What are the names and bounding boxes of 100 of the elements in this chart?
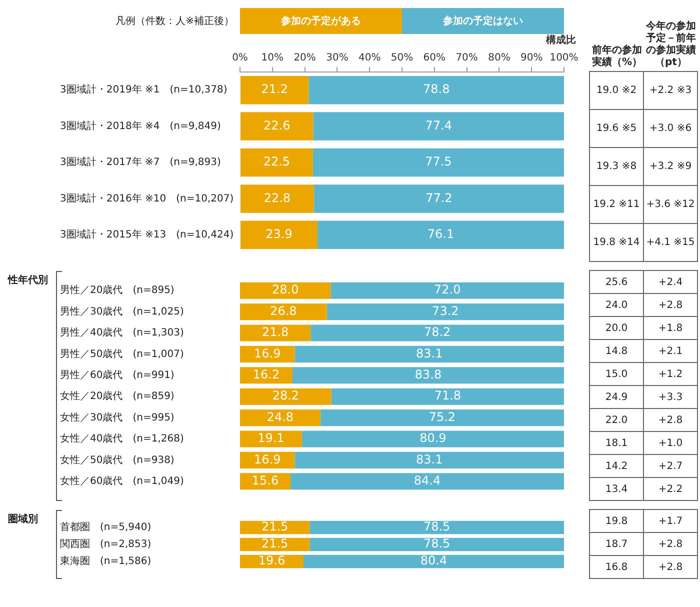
text: 14.2 <box>589 454 644 478</box>
bar <box>240 410 320 426</box>
bar <box>302 430 564 448</box>
y-tick-label: 女性／20歳代 (n=859) <box>60 390 174 402</box>
data-label: 77.4 <box>425 118 452 132</box>
bar <box>240 76 309 104</box>
data-label: 83.8 <box>414 368 442 382</box>
bar <box>313 112 564 140</box>
data-label: 75.2 <box>428 410 456 424</box>
bar <box>314 184 564 213</box>
data-label: 77.5 <box>425 154 452 169</box>
text: 14.8 <box>589 339 644 363</box>
text: 15.0 <box>589 362 644 386</box>
bar <box>320 410 564 426</box>
data-label: 28.2 <box>272 388 300 403</box>
data-label: 76.1 <box>427 227 454 242</box>
bar <box>294 346 564 362</box>
x-tick-label: 100% <box>550 52 578 64</box>
y-axis-title: 圏域別 <box>8 512 38 526</box>
bar <box>290 473 564 490</box>
data-label: 21.5 <box>261 520 288 534</box>
y-tick-label: 東海圏 (n=1,586) <box>60 555 152 568</box>
data-label: 22.6 <box>264 118 290 132</box>
bar <box>240 430 302 448</box>
bar <box>326 304 564 320</box>
text: 19.2 ※11 <box>589 185 644 224</box>
y-tick-label: 男性／20歳代 (n=895) <box>60 284 174 296</box>
text: +2.2 ※3 <box>643 71 698 110</box>
text: 18.7 <box>589 532 644 556</box>
text: 24.9 <box>589 385 644 409</box>
text: +3.3 <box>643 385 698 409</box>
text: +2.8 <box>643 408 698 432</box>
bar <box>240 148 313 177</box>
text: +2.7 <box>643 454 698 478</box>
bar <box>294 452 564 468</box>
text: +2.8 <box>643 532 698 556</box>
x-tick-label: 0% <box>232 52 248 64</box>
x-tick-label: 10% <box>261 52 284 64</box>
data-label: 72.0 <box>434 282 461 297</box>
x-tick-label: 80% <box>488 52 510 64</box>
text: 13.4 <box>589 477 644 501</box>
y-tick-label: 男性／40歳代 (n=1,303) <box>60 326 184 339</box>
y-tick-label: 3圏域計・2017年 ※7 (n=9,893) <box>60 156 221 168</box>
data-label: 24.8 <box>266 410 294 424</box>
text: +1.2 <box>643 362 698 386</box>
text: 22.0 <box>589 408 644 432</box>
data-label: 83.1 <box>416 346 443 360</box>
category-label: 今年の参加予定－前年の参加実績（pt） <box>645 20 697 70</box>
bar <box>331 388 564 405</box>
text: +2.8 <box>643 555 698 579</box>
x-tick-label: 70% <box>456 52 478 64</box>
y-tick-label: 3圏域計・2015年 ※13 (n=10,424) <box>60 228 234 240</box>
y-tick-label: 男性／60歳代 (n=991) <box>60 368 174 381</box>
data-label: 22.8 <box>264 190 291 205</box>
data-label: 84.4 <box>414 474 441 488</box>
x-tick-label: 50% <box>390 52 414 64</box>
text: +4.1 ※15 <box>643 223 698 262</box>
bar <box>240 220 318 250</box>
bar <box>310 324 564 342</box>
text: 参加の予定がある <box>240 8 402 34</box>
x-axis-title: 構成比 <box>544 34 576 48</box>
data-label: 22.5 <box>263 154 290 169</box>
bar <box>240 304 327 320</box>
data-label: 71.8 <box>434 388 462 403</box>
y-tick-label: 関西圏 (n=2,853) <box>60 539 152 550</box>
text: 19.8 ※14 <box>589 223 644 262</box>
text: 参加の予定はない <box>402 8 564 34</box>
y-tick-label: 3圏域計・2019年 ※1 (n=10,378) <box>60 84 228 96</box>
data-label: 78.5 <box>423 520 450 534</box>
y-axis-title: 性年代別 <box>8 274 48 287</box>
legend-title: 凡例（件数：人※補正後） <box>114 14 235 29</box>
y-tick-label: 男性／30歳代 (n=1,025) <box>60 305 184 318</box>
data-label: 77.2 <box>426 190 452 205</box>
bar <box>240 388 332 405</box>
text: +2.1 <box>643 339 698 363</box>
x-tick-label: 20% <box>294 52 316 64</box>
bar <box>317 220 564 250</box>
text: +3.2 ※9 <box>643 147 698 186</box>
bar <box>240 282 331 299</box>
y-tick-label: 女性／60歳代 (n=1,049) <box>60 474 184 487</box>
y-tick-label: 女性／50歳代 (n=938) <box>60 454 174 466</box>
y-tick-label: 3圏域計・2018年 ※4 (n=9,849) <box>60 120 221 132</box>
data-label: 15.6 <box>252 474 279 488</box>
data-label: 21.2 <box>261 82 288 96</box>
data-label: 78.5 <box>423 536 450 551</box>
text: 19.0 ※2 <box>589 71 644 110</box>
data-label: 80.4 <box>420 554 448 568</box>
data-label: 23.9 <box>266 227 292 242</box>
data-label: 16.9 <box>254 346 281 360</box>
text: 25.6 <box>589 270 644 294</box>
text: 20.0 <box>589 316 644 340</box>
data-label: 28.0 <box>272 282 299 297</box>
bar <box>240 184 314 213</box>
bar <box>240 452 295 468</box>
y-tick-label: 男性／50歳代 (n=1,007) <box>60 348 184 360</box>
category-label: 前年の参加実績（%） <box>590 44 644 70</box>
bar <box>240 324 311 342</box>
bar <box>308 76 564 104</box>
x-tick-label: 30% <box>326 52 348 64</box>
data-label: 21.5 <box>261 536 288 551</box>
